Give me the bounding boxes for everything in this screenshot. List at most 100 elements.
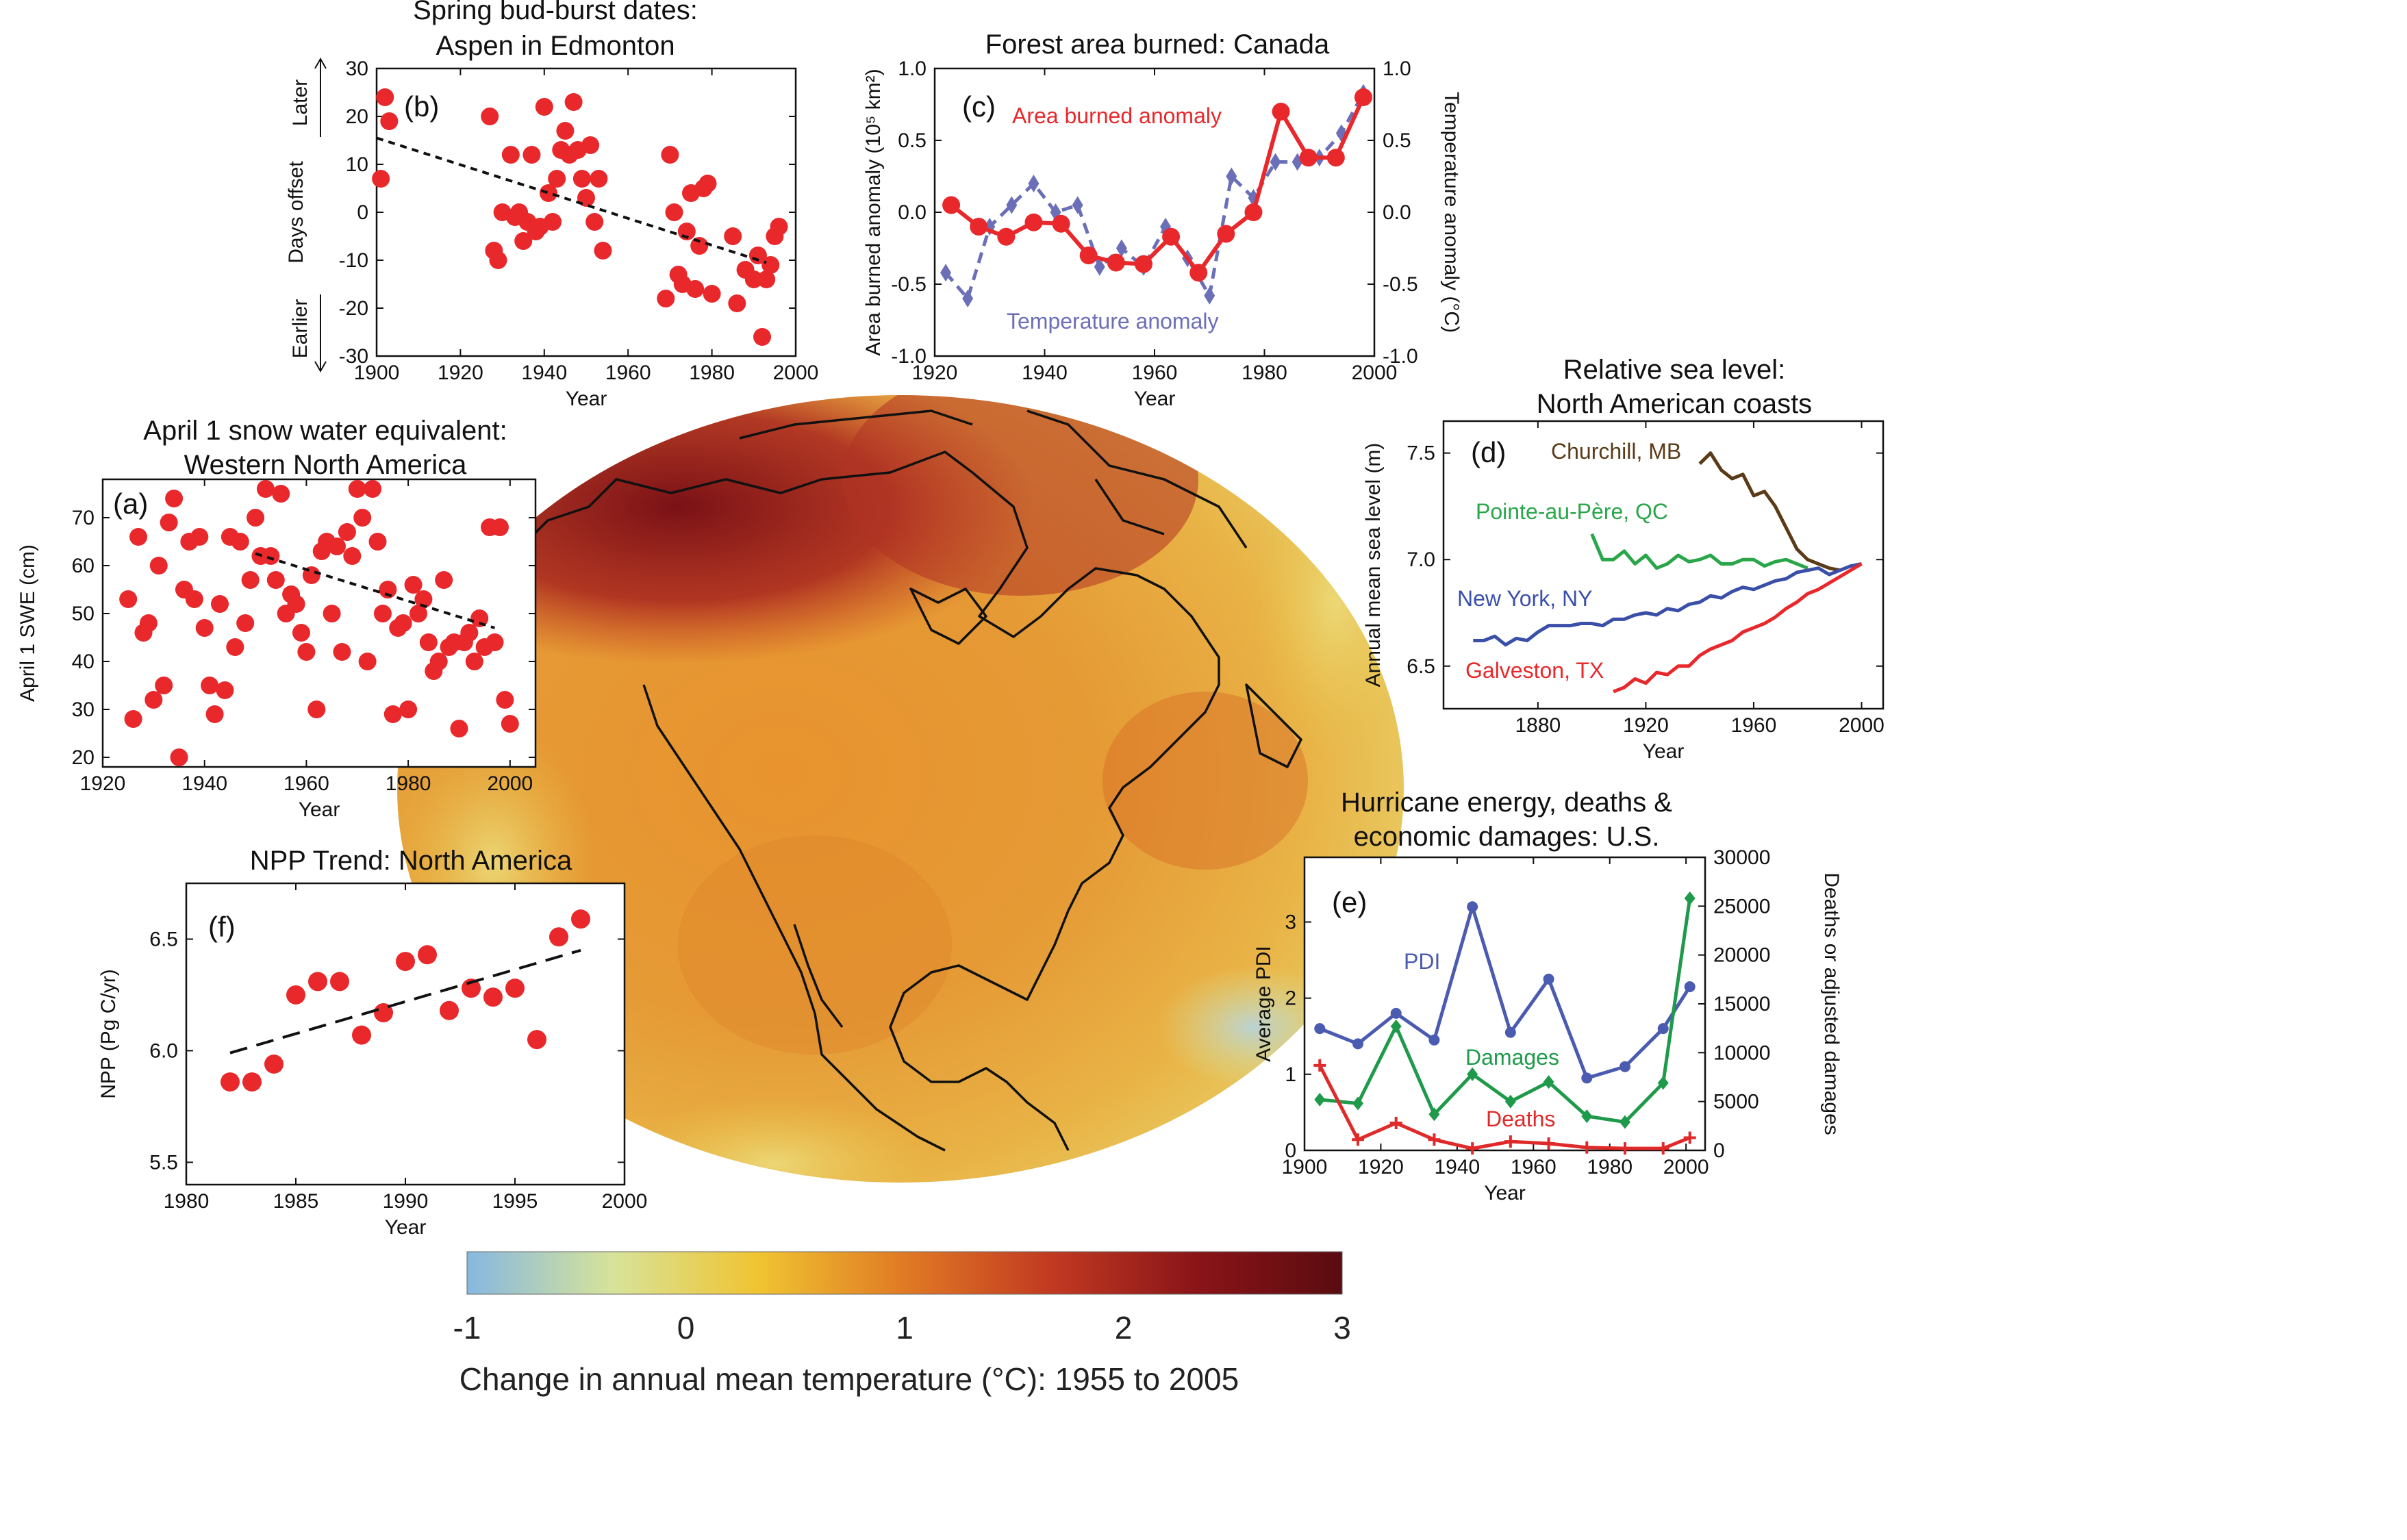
y2-tick-label: 15000: [1713, 993, 1770, 1015]
x-tick-label: 1960: [605, 362, 651, 384]
damages-point: [1352, 1096, 1363, 1111]
x-tick-label: 1920: [438, 362, 483, 384]
data-point: [501, 715, 519, 733]
data-point: [757, 270, 776, 288]
data-point: [527, 1030, 546, 1050]
trend-line: [229, 948, 581, 1055]
data-point: [380, 112, 399, 130]
chart-title: Forest area burned: Canada: [985, 29, 1330, 60]
later-label: Later: [289, 79, 312, 126]
y-tick-label: 10: [346, 153, 368, 176]
x-tick-label: 1990: [383, 1190, 429, 1213]
pdi-legend: PDI: [1404, 949, 1440, 974]
x-axis-label: Year: [1643, 740, 1685, 763]
temperature-point: [1270, 153, 1281, 171]
y-tick-label: 7.0: [1407, 548, 1435, 571]
x-tick-label: 2000: [1839, 714, 1885, 737]
chart-title: Spring bud-burst dates:: [413, 0, 698, 25]
data-point: [460, 624, 479, 642]
x-tick-label: 1980: [689, 362, 735, 384]
data-point: [556, 122, 575, 140]
data-point: [514, 232, 533, 250]
earlier-label: Earlier: [289, 299, 312, 359]
temperature-point: [1072, 196, 1083, 214]
area-burned-point: [1052, 214, 1070, 233]
pdi-point: [1314, 1023, 1326, 1035]
data-point: [272, 485, 290, 503]
damages-point: [1467, 1067, 1478, 1081]
y-tick-label: 30: [72, 698, 94, 721]
data-point: [728, 294, 746, 312]
x-tick-label: 1940: [1022, 362, 1068, 384]
area-burned-point: [1326, 149, 1345, 167]
data-point: [256, 480, 275, 498]
deaths-point: [1466, 1142, 1479, 1155]
data-point: [590, 170, 608, 188]
y-tick-label: -0.5: [891, 273, 927, 296]
x-tick-label: 1920: [1623, 714, 1669, 737]
y2-tick-label: 30000: [1713, 846, 1770, 869]
x-tick-label: 1940: [181, 772, 227, 795]
y-tick-label: 3: [1285, 911, 1296, 933]
y-tick-label: -1.0: [891, 345, 927, 368]
data-point: [544, 213, 562, 231]
panel-label: (a): [113, 488, 148, 520]
y-tick-label: 20: [346, 105, 368, 128]
x-tick-label: 1960: [1511, 1156, 1557, 1178]
data-point: [549, 927, 568, 947]
panel-label: (d): [1471, 436, 1506, 468]
pdi-point: [1657, 1023, 1669, 1035]
colorbar-label: Change in annual mean temperature (°C): …: [459, 1361, 1239, 1397]
x-tick-label: 1940: [1434, 1156, 1480, 1178]
data-point: [236, 614, 255, 632]
x-tick-label: 1960: [283, 772, 329, 795]
data-point: [262, 547, 280, 565]
damages-point: [1620, 1115, 1630, 1129]
data-point: [328, 538, 346, 555]
y-tick-label: 2: [1285, 987, 1296, 1010]
data-point: [462, 979, 481, 998]
panel-d-sea-level-chart: 1880 1920 1960 2000 7.5 7.0 6.5 Relative sea le…: [1362, 355, 1885, 763]
data-point: [190, 528, 209, 546]
data-point: [348, 480, 366, 498]
data-point: [548, 170, 566, 188]
y-tick-label: 0.5: [898, 129, 927, 152]
panel-c-forest-burned-chart: 1920 1940 1960 1980 2000 1.0 0.5 0.0 -0.5 -1.0 1.0…: [862, 29, 1463, 410]
data-point: [160, 514, 178, 531]
y-tick-label: 6.5: [149, 928, 178, 950]
data-point: [409, 605, 427, 622]
data-point: [761, 256, 780, 274]
y-axis-label: Average PDI: [1252, 946, 1275, 1062]
data-point: [698, 175, 717, 192]
data-point: [358, 653, 377, 670]
y-tick-label: 0.0: [898, 201, 927, 224]
chart-title: NPP Trend: North America: [250, 846, 572, 876]
data-point: [435, 571, 453, 589]
x-axis-label: Year: [385, 1216, 427, 1239]
data-point: [481, 108, 499, 125]
data-point: [205, 705, 224, 723]
new-york-legend: New York, NY: [1457, 586, 1592, 611]
data-point: [489, 251, 507, 269]
y2-tick-label: 0.5: [1383, 129, 1411, 152]
y-axis-label: April 1 SWE (cm): [16, 544, 39, 702]
area-burned-point: [1354, 88, 1372, 106]
data-point: [307, 700, 326, 718]
y2-tick-label: 10000: [1713, 1042, 1770, 1064]
data-point: [571, 909, 590, 929]
churchill-line: [1698, 451, 1841, 572]
deaths-point: [1683, 1131, 1696, 1144]
temperature-point: [1028, 175, 1039, 192]
data-point: [665, 203, 683, 221]
data-point: [333, 643, 351, 661]
data-point: [396, 952, 415, 972]
data-point: [744, 270, 763, 288]
y-tick-label: 1.0: [898, 58, 927, 80]
x-tick-label: 1920: [1358, 1156, 1404, 1178]
data-point: [226, 638, 244, 656]
galveston-line: [1613, 562, 1863, 694]
damages-point: [1543, 1075, 1554, 1089]
y-tick-label: 20: [72, 746, 94, 769]
data-point: [661, 146, 679, 164]
y2-tick-label: 25000: [1713, 895, 1770, 918]
